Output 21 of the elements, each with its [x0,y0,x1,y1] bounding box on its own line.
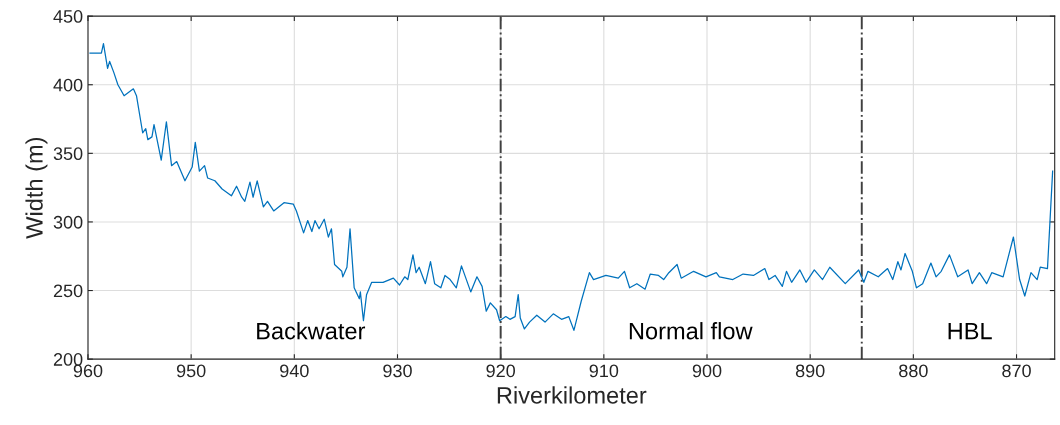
y-tick-label: 250 [53,284,83,298]
x-tick-label: 870 [1002,364,1031,378]
annotation: Normal flow [629,322,753,340]
x-tick-label: 910 [589,364,619,378]
x-tick-label: 940 [280,364,309,378]
y-tick-label: 450 [53,10,83,23]
y-axis-title: Width (m) [25,137,48,239]
x-tick-label: 890 [795,364,825,378]
y-tick-label: 350 [53,147,83,161]
annotation: HBL [948,322,992,340]
x-tick-label: 960 [73,364,103,378]
annotation: Backwater [257,322,366,340]
x-tick-label: 930 [383,364,412,378]
y-tick-label: 200 [53,353,83,366]
x-tick-label: 880 [899,364,928,378]
x-tick-label: 900 [692,364,722,378]
x-tick-label: 950 [176,364,206,378]
y-tick-label: 300 [53,215,83,229]
x-tick-label: 920 [486,364,516,378]
x-axis-title: Riverkilometer [497,386,647,404]
y-tick-label: 400 [53,78,83,92]
